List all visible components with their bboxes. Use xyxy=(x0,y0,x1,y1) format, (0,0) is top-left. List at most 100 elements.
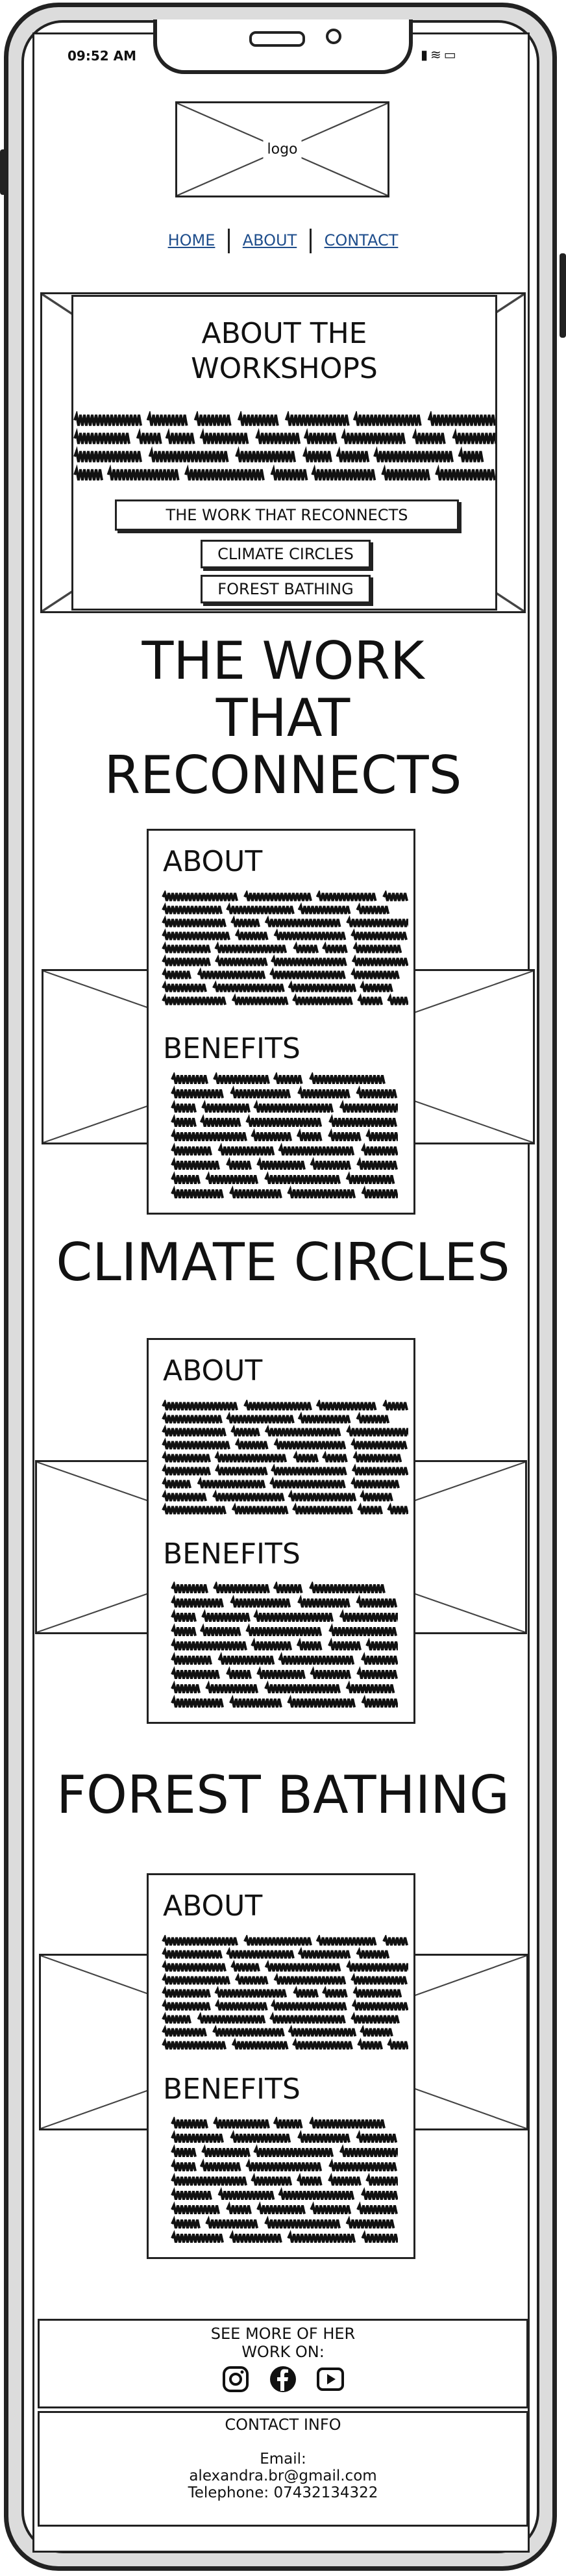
text-scribble-word xyxy=(387,2038,408,2050)
text-scribble-word xyxy=(162,902,223,915)
text-scribble-word xyxy=(162,967,191,979)
text-scribble-word xyxy=(205,1171,259,1185)
text-scribble-word xyxy=(264,915,341,928)
logo[interactable]: logo xyxy=(175,101,389,197)
facebook-icon[interactable] xyxy=(269,2365,297,2393)
text-scribble-word xyxy=(302,446,332,462)
section-title-line: THE WORK xyxy=(142,631,425,691)
text-scribble-word xyxy=(171,2130,224,2143)
nav-about-link[interactable]: ABOUT xyxy=(242,231,297,249)
text-scribble-word xyxy=(231,2038,289,2050)
text-scribble-word xyxy=(315,1935,377,1946)
text-scribble-word xyxy=(357,993,383,1005)
text-scribble-word xyxy=(205,2216,259,2229)
text-scribble-word xyxy=(351,954,408,966)
btn-forest-bathing[interactable]: FOREST BATHING xyxy=(201,575,371,603)
btn-climate-circles[interactable]: CLIMATE CIRCLES xyxy=(201,540,371,568)
text-scribble-word xyxy=(162,1935,238,1946)
text-scribble-word xyxy=(162,915,227,928)
text-scribble-word xyxy=(171,1609,197,1623)
text-scribble-word xyxy=(243,1400,312,1411)
text-scribble-word xyxy=(162,1411,223,1424)
text-scribble-word xyxy=(214,954,268,966)
text-scribble-word xyxy=(356,1666,398,1680)
text-scribble-word xyxy=(213,2117,270,2129)
text-scribble-word xyxy=(373,446,454,462)
text-scribble-word xyxy=(310,1157,352,1170)
text-scribble-word xyxy=(171,1652,212,1665)
text-scribble-word xyxy=(328,1114,397,1128)
text-scribble-word xyxy=(162,954,211,966)
text-scribble-word xyxy=(162,1424,227,1437)
text-scribble-word xyxy=(212,1489,285,1502)
text-scribble-word xyxy=(360,1143,398,1156)
text-scribble-word xyxy=(171,1100,197,1113)
text-scribble-word xyxy=(288,980,357,992)
text-scribble-word xyxy=(162,890,238,902)
text-scribble-word xyxy=(199,1114,241,1128)
speaker xyxy=(249,31,305,47)
text-scribble-word xyxy=(264,1680,341,1694)
text-scribble-word xyxy=(269,967,346,979)
text-scribble-word xyxy=(226,2201,252,2215)
text-scribble-word xyxy=(237,411,279,426)
logo-label: logo xyxy=(263,140,302,159)
text-scribble-word xyxy=(322,1986,348,1998)
text-scribble-word xyxy=(251,1637,293,1651)
text-scribble-word xyxy=(213,1582,270,1594)
text-scribble-word xyxy=(199,1623,241,1637)
text-scribble-word xyxy=(212,980,285,992)
text-scribble-word xyxy=(214,941,288,953)
text-scribble-word xyxy=(162,1450,211,1463)
email-link[interactable]: alexandra.br@gmail.com xyxy=(189,2468,377,2484)
text-scribble-word xyxy=(212,2025,285,2037)
btn-work-that-reconnects[interactable]: THE WORK THAT RECONNECTS xyxy=(115,499,459,531)
text-scribble-word xyxy=(273,1582,303,1594)
text-scribble-word xyxy=(288,1489,357,1502)
about-heading: ABOUT xyxy=(163,1354,263,1387)
text-scribble-word xyxy=(226,902,295,915)
text-scribble-word xyxy=(297,1411,351,1424)
text-scribble-word xyxy=(361,1185,398,1199)
text-scribble-word xyxy=(296,2173,323,2186)
text-scribble-word xyxy=(452,427,495,444)
text-scribble-word xyxy=(229,2230,282,2243)
text-scribble-word xyxy=(309,2117,386,2129)
benefits-heading: BENEFITS xyxy=(163,1032,301,1065)
text-scribble-word xyxy=(106,464,180,481)
text-scribble-word xyxy=(387,993,408,1005)
text-scribble-word xyxy=(328,1128,362,1142)
text-scribble-word xyxy=(148,446,229,462)
text-scribble-word xyxy=(458,446,484,462)
text-scribble-word xyxy=(303,427,338,444)
text-scribble-word xyxy=(351,1973,408,1985)
text-scribble-word xyxy=(292,1502,353,1515)
about-text-scribble xyxy=(162,1400,408,1515)
text-scribble-word xyxy=(361,2230,398,2243)
hero-title-line: WORKSHOPS xyxy=(191,352,378,385)
text-scribble-word xyxy=(162,928,230,941)
text-scribble-word xyxy=(345,1171,395,1185)
text-scribble-word xyxy=(251,1128,293,1142)
battery-icon: ▭ xyxy=(443,47,459,62)
text-scribble-word xyxy=(351,928,408,941)
benefits-text-scribble xyxy=(171,2117,398,2243)
text-scribble-word xyxy=(171,1128,247,1142)
text-scribble-word xyxy=(309,1072,386,1085)
text-scribble-word xyxy=(346,1960,408,1972)
text-scribble-word xyxy=(297,1595,351,1608)
text-scribble-word xyxy=(256,1157,306,1170)
instagram-icon[interactable] xyxy=(221,2365,250,2393)
notch xyxy=(153,19,413,74)
hero-title: ABOUT THE WORKSHOPS xyxy=(73,316,495,386)
text-scribble-word xyxy=(171,2187,212,2201)
text-scribble-word xyxy=(229,1185,282,1199)
text-scribble-word xyxy=(339,1609,398,1623)
text-scribble-word xyxy=(310,2201,352,2215)
youtube-icon[interactable] xyxy=(316,2365,345,2393)
nav-home-link[interactable]: HOME xyxy=(167,231,215,249)
section-card: ABOUT BENEFITS xyxy=(147,829,415,1215)
text-scribble-word xyxy=(293,941,319,953)
nav-contact-link[interactable]: CONTACT xyxy=(324,231,399,249)
text-scribble-word xyxy=(162,1986,211,1998)
